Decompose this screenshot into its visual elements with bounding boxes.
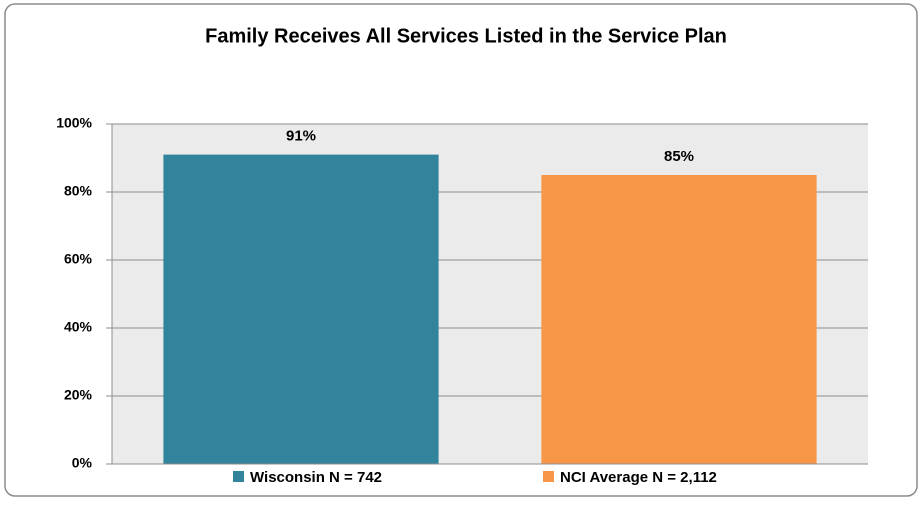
y-tick-label: 20% [64,387,93,403]
bar [163,154,439,464]
y-tick-label: 40% [64,319,93,335]
legend-label: NCI Average N = 2,112 [560,469,717,486]
value-label: 85% [664,148,694,165]
y-tick-label: 80% [64,183,93,199]
legend-label: Wisconsin N = 742 [250,469,382,486]
legend-swatch [233,471,244,482]
bar [541,175,817,464]
value-label: 91% [286,128,316,145]
y-tick-label: 60% [64,251,93,267]
y-tick-label: 100% [56,115,92,131]
y-tick-label: 0% [72,455,93,471]
legend-swatch [543,471,554,482]
chart-title: Family Receives All Services Listed in t… [205,25,727,47]
